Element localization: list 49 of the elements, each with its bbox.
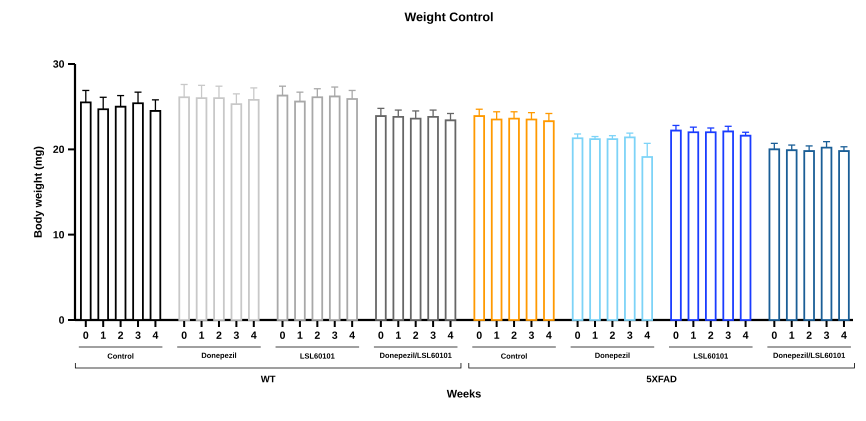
x-tick-label: 3	[528, 332, 534, 339]
x-tick-label: 2	[610, 332, 615, 339]
x-tick-label: 1	[298, 332, 303, 339]
text: WT	[260, 376, 276, 382]
x-tick-label: 2	[708, 332, 714, 339]
x-axis-title: Weeks	[446, 390, 481, 398]
y-tick-label: 20	[53, 146, 64, 154]
x-tick-label: 3	[726, 332, 731, 339]
x-tick-label: 4	[251, 332, 257, 339]
x-tick-label: 2	[118, 332, 124, 339]
x-tick-label: 4	[349, 332, 355, 339]
x-tick-label: 2	[216, 332, 222, 339]
x-tick-label: 3	[824, 332, 830, 339]
x-tick-label: 3	[234, 332, 239, 339]
x-tick-label: 4	[448, 332, 454, 339]
x-tick-label: 0	[575, 332, 580, 339]
x-tick-label: 0	[83, 332, 88, 339]
chart-title: Weight Control	[404, 12, 493, 24]
x-tick-label: 3	[627, 332, 632, 339]
y-tick-label: 10	[54, 230, 64, 238]
text: 5XFAD	[646, 376, 676, 382]
x-tick-label: 2	[314, 332, 320, 339]
x-tick-label: 2	[413, 332, 418, 339]
x-tick-label: 4	[841, 332, 847, 339]
x-tick-label: 4	[546, 332, 552, 339]
x-tick-label: 0	[673, 332, 678, 339]
y-tick-label: 0	[59, 316, 64, 324]
x-tick-label: 3	[332, 332, 338, 339]
x-tick-label: 3	[135, 332, 141, 339]
x-tick-label: 1	[494, 332, 500, 339]
x-tick-label: 1	[199, 332, 204, 339]
x-tick-label: 0	[182, 332, 187, 339]
x-tick-label: 0	[476, 332, 482, 339]
y-axis-title: Body weight (mg)	[34, 146, 44, 238]
x-tick-label: 2	[512, 332, 517, 339]
x-tick-label: 1	[100, 332, 106, 339]
x-tick-label: 3	[430, 332, 436, 339]
x-tick-label: 0	[378, 332, 384, 339]
y-tick-label: 30	[53, 60, 64, 68]
x-tick-label: 4	[152, 332, 158, 339]
x-tick-label: 2	[806, 332, 812, 339]
x-tick-label: 1	[396, 332, 401, 339]
x-tick-label: 0	[772, 332, 777, 339]
x-tick-label: 0	[280, 332, 285, 339]
x-tick-label: 4	[644, 332, 650, 339]
x-tick-label: 1	[592, 332, 598, 339]
x-tick-label: 4	[742, 332, 748, 339]
x-tick-label: 1	[691, 332, 696, 339]
x-tick-label: 1	[789, 332, 794, 339]
